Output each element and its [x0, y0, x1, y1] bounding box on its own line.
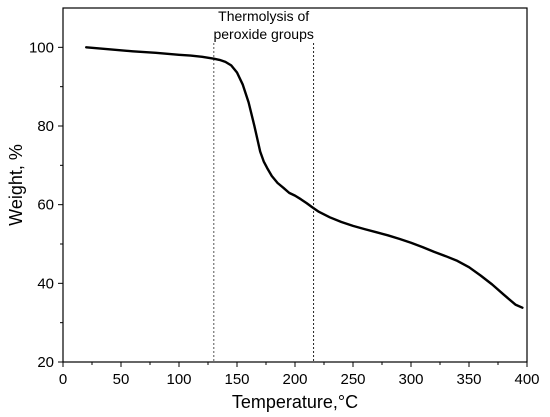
x-tick-label: 400 — [514, 371, 539, 388]
x-tick-label: 350 — [456, 371, 481, 388]
x-ticks: 0 50 100 150 200 250 300 350 400 — [59, 362, 540, 388]
x-tick-label: 300 — [398, 371, 423, 388]
annotation-line-1: Thermolysis of — [218, 8, 309, 24]
x-axis-label: Temperature,°C — [232, 392, 358, 412]
x-tick-label: 50 — [113, 371, 130, 388]
y-axis-label: Weight, % — [6, 144, 26, 226]
y-ticks: 20 40 60 80 100 — [29, 39, 63, 371]
x-tick-label: 100 — [166, 371, 191, 388]
x-tick-label: 0 — [59, 371, 67, 388]
plot-frame — [62, 7, 528, 363]
y-tick-label: 40 — [37, 275, 54, 292]
y-tick-label: 60 — [37, 197, 54, 214]
series-line — [85, 46, 524, 309]
x-tick-label: 250 — [340, 371, 365, 388]
y-tick-label: 80 — [37, 118, 54, 135]
y-tick-label: 20 — [37, 354, 54, 371]
y-tick-label: 100 — [29, 39, 54, 56]
x-tick-label: 200 — [282, 371, 307, 388]
annotation-line-2: peroxide groups — [213, 26, 313, 42]
series-layer — [85, 46, 524, 309]
x-tick-label: 150 — [224, 371, 249, 388]
marker-lines — [213, 43, 315, 362]
